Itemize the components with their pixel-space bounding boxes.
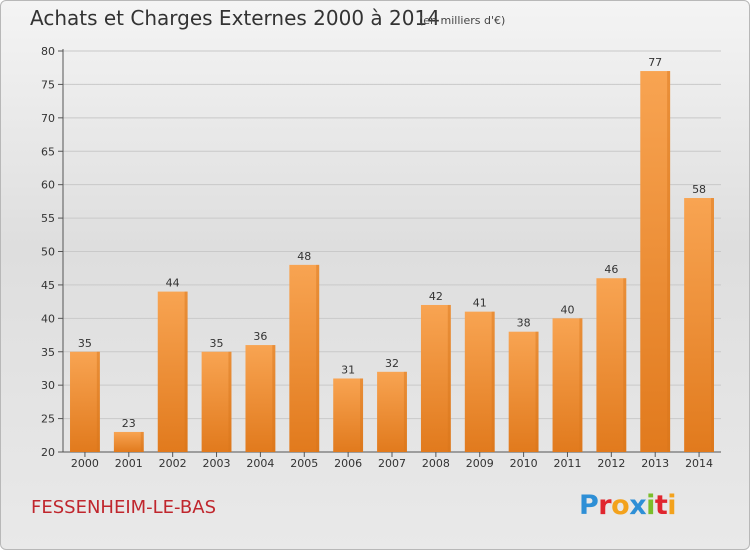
bar [552,318,583,452]
logo-letter: x [629,490,647,521]
data-label: 40 [560,303,574,316]
logo-letter: P [579,490,599,521]
x-tick-label: 2004 [246,457,274,470]
y-tick-label: 20 [41,446,55,459]
data-label: 31 [341,363,355,376]
bar [684,198,714,452]
bar [201,351,232,452]
data-label: 42 [429,290,443,303]
bars [70,71,714,453]
bar-shade [184,291,188,452]
logo-letter: t [654,490,668,521]
y-tick-label: 30 [41,379,55,392]
bar [113,431,144,452]
y-tick-label: 80 [41,45,55,58]
x-tick-label: 2014 [685,457,713,470]
bar-shade [491,311,495,452]
logo-letter: i [667,490,677,521]
bar-shade [316,264,320,452]
data-label: 41 [473,297,487,310]
y-tick-label: 40 [41,312,55,325]
x-tick-label: 2011 [553,457,581,470]
bar [464,311,495,452]
x-tick-label: 2005 [290,457,318,470]
bar-shade [535,331,539,452]
x-tick-label: 2006 [334,457,362,470]
x-tick-label: 2010 [510,457,538,470]
y-tick-label: 50 [41,246,55,259]
y-tick-label: 55 [41,212,55,225]
x-tick-label: 2000 [71,457,99,470]
proxiti-logo: Proxiti [579,490,677,521]
logo-letter: i [646,490,655,521]
data-label: 58 [692,183,706,196]
data-label: 77 [648,56,662,69]
x-tick-label: 2007 [378,457,406,470]
logo-letter: o [611,490,630,521]
y-tick-label: 60 [41,179,55,192]
y-tick-label: 35 [41,346,55,359]
y-tick-label: 70 [41,112,55,125]
y-tick-label: 45 [41,279,55,292]
bar [508,331,539,452]
bar [289,264,320,452]
bar-shade [96,351,100,452]
bar-shade [228,351,232,452]
bar [596,278,627,452]
bar [245,345,276,452]
x-tick-label: 2003 [203,457,231,470]
commune-name: FESSENHEIM-LE-BAS [31,497,217,518]
bar-shade [623,278,627,452]
bar [420,304,451,452]
logo-letter: r [598,490,612,521]
data-label: 36 [253,330,267,343]
y-tick-label: 65 [41,145,55,158]
x-tick-label: 2013 [641,457,669,470]
y-tick-label: 25 [41,413,55,426]
data-label: 46 [604,263,618,276]
y-tick-label: 75 [41,78,55,91]
bar-shade [667,71,671,453]
x-tick-label: 2002 [159,457,187,470]
bar-shade [403,371,407,452]
data-label: 32 [385,357,399,370]
x-tick-label: 2009 [466,457,494,470]
bar [640,71,671,453]
data-label: 35 [78,337,92,350]
x-tick-label: 2008 [422,457,450,470]
x-tick-label: 2012 [597,457,625,470]
x-tick-label: 2001 [115,457,143,470]
data-label: 35 [210,337,224,350]
data-label: 38 [517,317,531,330]
bar [377,371,407,452]
bar-shade [447,304,451,452]
data-label: 44 [166,277,180,290]
bar-shade [140,431,144,452]
data-label: 23 [122,417,136,430]
bar [70,351,100,452]
chart-subtitle: (en milliers d'€) [419,14,506,27]
bar-shade [579,318,583,452]
bar [333,378,364,452]
bar-shade [272,345,276,452]
labels: 20 25 30 35 40 45 50 55 60 65 70 75 80 35 2000 23 2001 44… [41,45,713,470]
bar-shade [710,198,714,452]
bar [157,291,188,452]
chart-title: Achats et Charges Externes 2000 à 2014 [30,6,440,30]
data-label: 48 [297,250,311,263]
bar-shade [360,378,364,452]
